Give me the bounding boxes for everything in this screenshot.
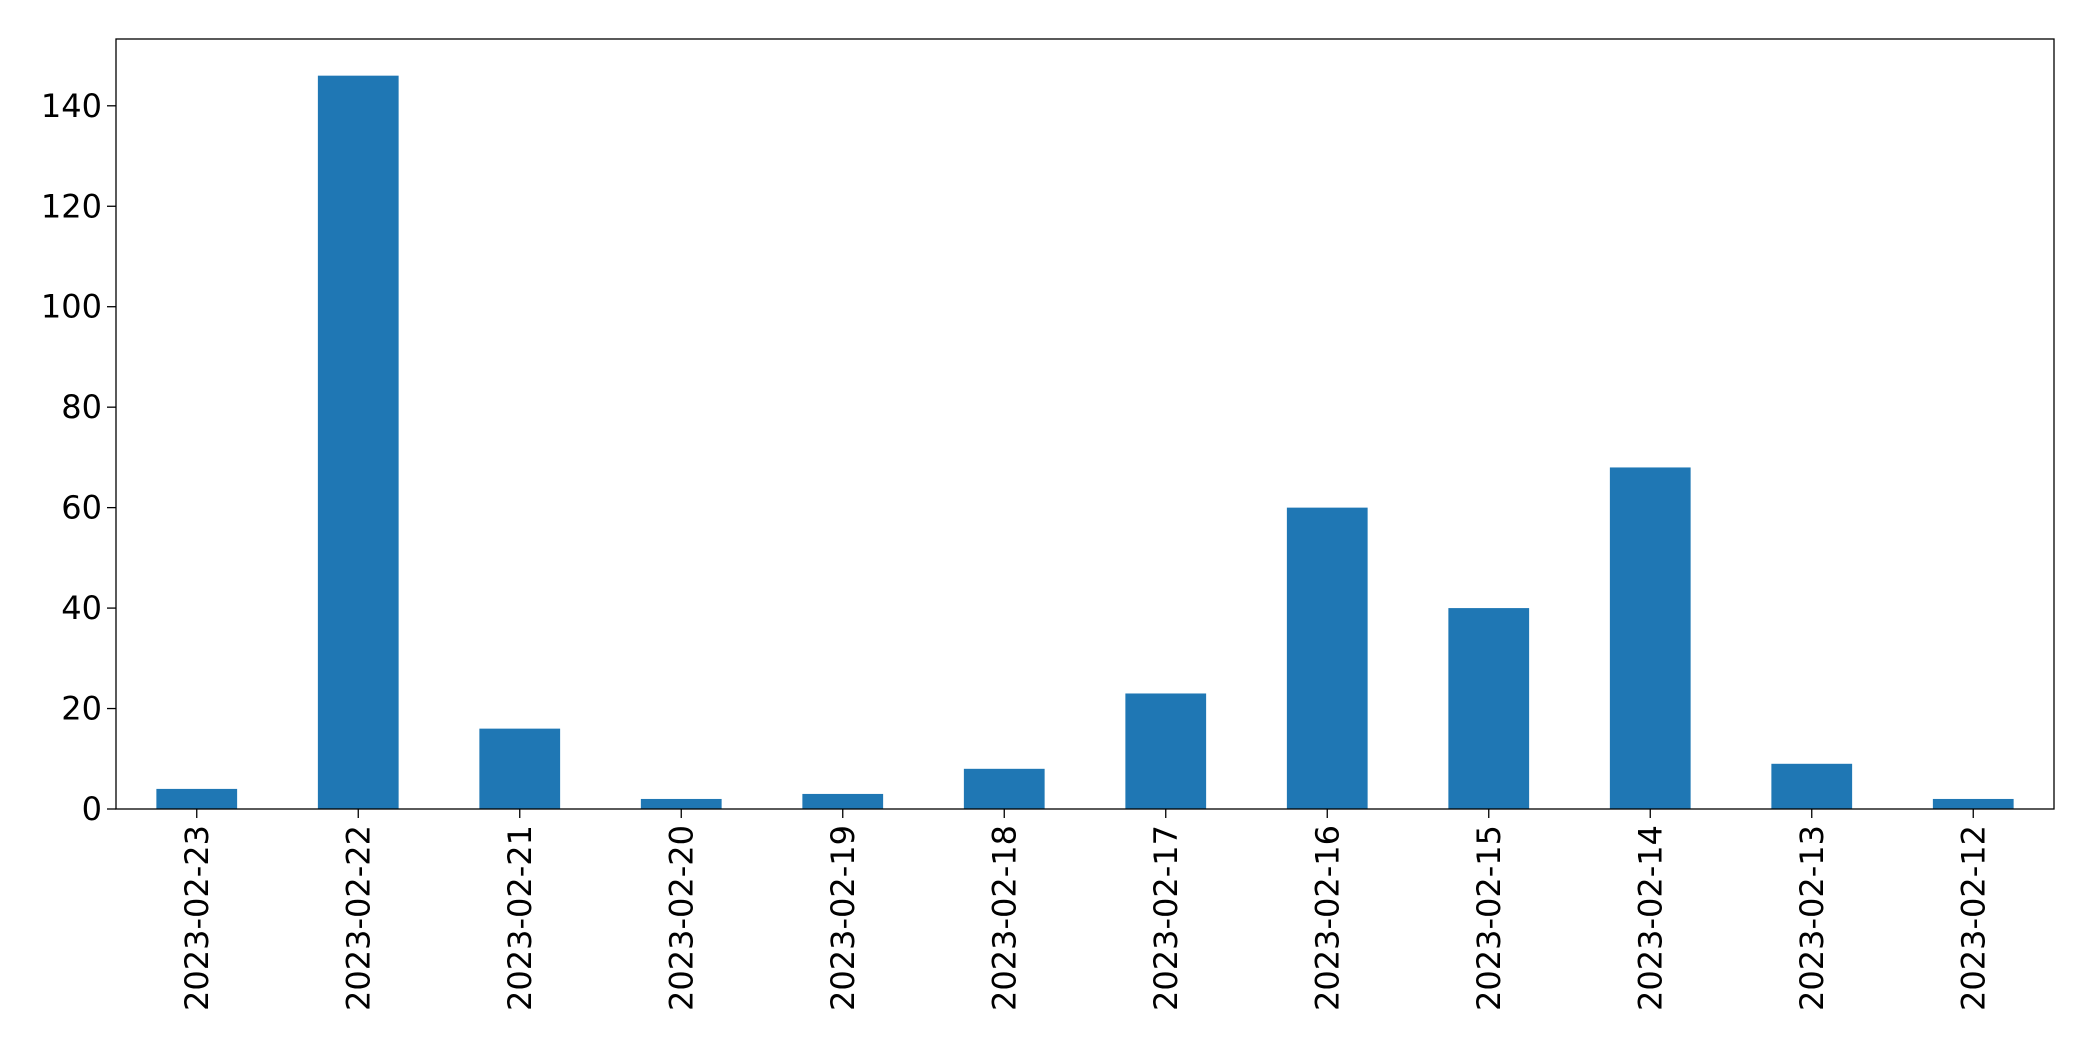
y-tick-label: 100 xyxy=(41,288,102,326)
bar xyxy=(1771,763,1853,809)
x-tick-label: 2023-02-16 xyxy=(1308,825,1346,1011)
y-tick-label: 60 xyxy=(61,489,102,527)
x-tick-label: 2023-02-17 xyxy=(1147,825,1185,1011)
y-tick-label: 140 xyxy=(41,87,102,125)
x-tick-label: 2023-02-12 xyxy=(1954,825,1992,1011)
bar xyxy=(1125,693,1207,809)
y-tick-label: 120 xyxy=(41,187,102,225)
x-tick-label: 2023-02-23 xyxy=(178,825,216,1011)
bar xyxy=(479,728,561,809)
bar xyxy=(1448,608,1530,809)
y-tick-label: 40 xyxy=(61,589,102,627)
x-tick-label: 2023-02-14 xyxy=(1631,825,1669,1011)
plot-frame xyxy=(115,38,2055,810)
y-tick-label: 20 xyxy=(61,690,102,728)
y-tick-label: 0 xyxy=(82,790,102,828)
x-tick-label: 2023-02-18 xyxy=(985,825,1023,1011)
x-tick-label: 2023-02-19 xyxy=(824,825,862,1011)
x-tick-label: 2023-02-22 xyxy=(339,825,377,1011)
bar xyxy=(156,788,238,809)
x-tick-label: 2023-02-21 xyxy=(501,825,539,1011)
bar xyxy=(640,798,722,809)
bar xyxy=(963,768,1045,809)
x-tick-label: 2023-02-15 xyxy=(1470,825,1508,1011)
bar xyxy=(802,793,884,809)
y-tick-label: 80 xyxy=(61,388,102,426)
bar xyxy=(1932,798,2014,809)
bar xyxy=(1286,507,1368,809)
bar xyxy=(1609,467,1691,809)
x-tick-label: 2023-02-13 xyxy=(1793,825,1831,1011)
bar xyxy=(317,75,399,809)
x-tick-label: 2023-02-20 xyxy=(662,825,700,1011)
